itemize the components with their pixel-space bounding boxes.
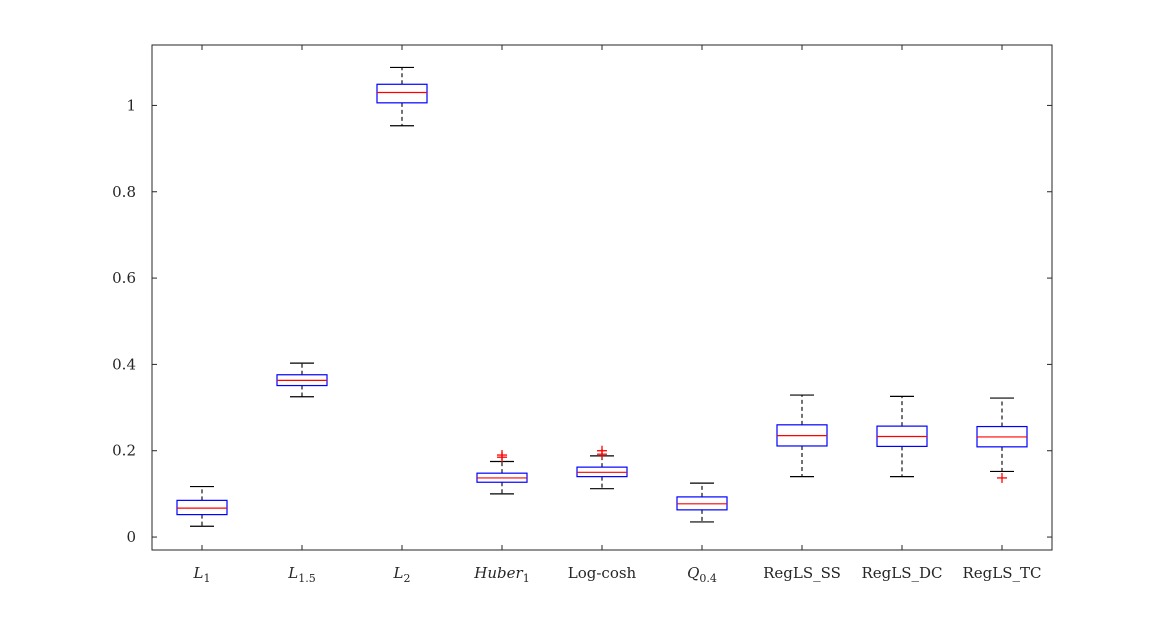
box-group [676, 482, 728, 523]
y-tick-label: 1 [126, 96, 136, 114]
x-tick-label-base: Huber [473, 564, 523, 582]
box-group [176, 485, 228, 527]
iqr-box [376, 83, 428, 104]
x-tick-label: L2 [393, 564, 411, 585]
x-tick-label-base: L [393, 564, 404, 582]
x-tick-label-base: Q [687, 564, 699, 582]
box-group [476, 450, 528, 495]
x-tick-label-base: Log-cosh [568, 564, 637, 582]
y-tick-label: 0.2 [112, 442, 136, 460]
box-group [976, 397, 1028, 483]
x-tick-label-base: RegLS_SS [763, 564, 841, 582]
y-tick-label: 0.8 [112, 183, 136, 201]
box-group [776, 394, 828, 478]
y-tick-label: 0.4 [112, 355, 136, 373]
box-group [376, 66, 428, 127]
x-tick-label-base: RegLS_TC [963, 564, 1042, 582]
x-tick-label: RegLS_DC [861, 564, 942, 582]
x-tick-label-sub: 1 [523, 572, 530, 585]
iqr-box [176, 499, 228, 516]
x-tick-label: L1.5 [287, 564, 315, 585]
x-tick-label-sub: 2 [403, 572, 410, 585]
x-axis: L1 L1.5 L2 Huber1 Log-cosh Q0.4 RegLS_SS RegLS_… [193, 45, 1042, 585]
x-tick-label-base: RegLS_DC [861, 564, 942, 582]
box-group [576, 445, 628, 490]
x-tick-label-sub: 1 [203, 572, 210, 585]
x-tick-label: RegLS_TC [963, 564, 1042, 582]
y-axis: 0 0.2 0.4 0.6 0.8 1 [112, 96, 1052, 546]
y-tick-label: 0 [126, 528, 136, 546]
x-tick-label-base: L [287, 564, 298, 582]
plot-area [151, 44, 1053, 551]
box-group [876, 395, 928, 478]
outlier-marker [597, 445, 607, 456]
outlier-marker [497, 450, 507, 461]
box-group [276, 362, 328, 398]
x-tick-label: Q0.4 [687, 564, 717, 585]
x-tick-label: Log-cosh [568, 564, 637, 582]
x-tick-label: L1 [193, 564, 211, 585]
x-tick-label: Huber1 [473, 564, 529, 585]
x-tick-label-sub: 0.4 [699, 572, 717, 585]
x-tick-label-base: L [193, 564, 204, 582]
outlier-marker [997, 472, 1007, 483]
x-tick-label-sub: 1.5 [298, 572, 316, 585]
box-series [176, 66, 1028, 527]
x-tick-label: RegLS_SS [763, 564, 841, 582]
y-tick-label: 0.6 [112, 269, 136, 287]
